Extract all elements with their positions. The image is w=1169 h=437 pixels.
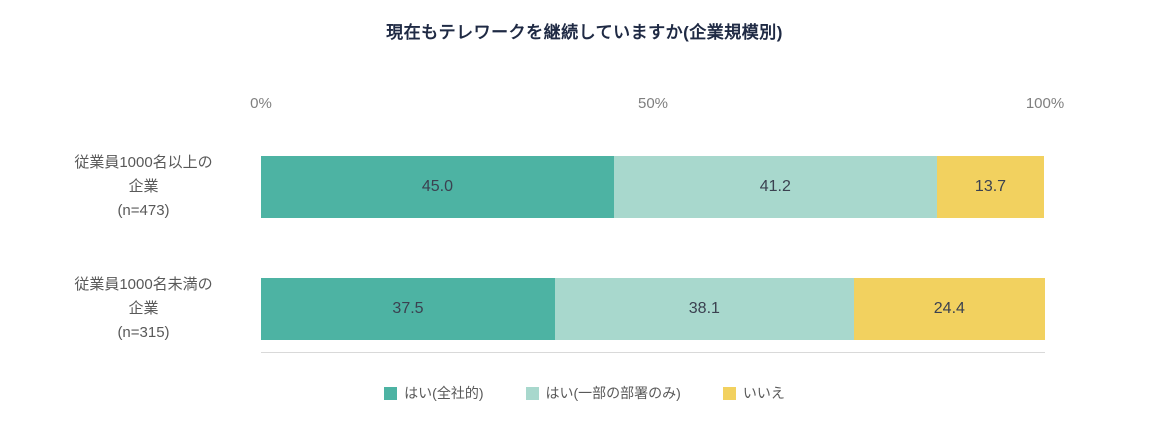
- category-label: 従業員1000名以上の 企業 (n=473): [36, 151, 261, 223]
- bar-segment: 41.2: [613, 156, 937, 218]
- legend: はい(全社的) はい(一部の部署のみ) いいえ: [0, 383, 1169, 403]
- legend-label: はい(一部の部署のみ): [545, 385, 681, 401]
- x-axis: 0% 50% 100%: [36, 95, 1064, 119]
- chart-row: 従業員1000名未満の 企業 (n=315) 37.5 38.1 24.4: [36, 273, 1045, 345]
- bar-rows: 従業員1000名以上の 企業 (n=473) 45.0 41.2 13.7 従業員1000名…: [36, 151, 1045, 345]
- legend-swatch-icon: [525, 386, 539, 400]
- category-label-line: (n=473): [117, 202, 170, 219]
- x-axis-tick-label: 100%: [1025, 95, 1065, 112]
- bar-segment: 37.5: [261, 278, 555, 340]
- bar-segment: 13.7: [936, 156, 1045, 218]
- bar-segment: 24.4: [853, 278, 1045, 340]
- value-label: 24.4: [933, 300, 965, 317]
- chart-area: 0% 50% 100% 従業員1000名以上の 企業 (n=473) 45.0 41.2 13…: [0, 95, 1169, 353]
- x-axis-baseline: [261, 352, 1045, 353]
- legend-item: いいえ: [722, 383, 785, 403]
- legend-item: はい(一部の部署のみ): [525, 383, 681, 403]
- value-label: 45.0: [421, 178, 453, 195]
- stacked-bar: 37.5 38.1 24.4: [261, 278, 1045, 340]
- category-label-line: 企業: [128, 178, 159, 195]
- category-label-line: 企業: [128, 300, 159, 317]
- legend-label: いいえ: [742, 385, 785, 401]
- category-label-line: 従業員1000名未満の: [74, 276, 213, 293]
- value-label: 38.1: [688, 300, 720, 317]
- category-label-line: 従業員1000名以上の: [74, 154, 213, 171]
- value-label: 37.5: [392, 300, 424, 317]
- stacked-bar: 45.0 41.2 13.7: [261, 156, 1045, 218]
- category-label: 従業員1000名未満の 企業 (n=315): [36, 273, 261, 345]
- value-label: 13.7: [974, 178, 1007, 195]
- bar-segment: 38.1: [555, 278, 854, 340]
- legend-item: はい(全社的): [384, 383, 484, 403]
- bar-segment: 45.0: [261, 156, 614, 218]
- legend-swatch-icon: [722, 386, 736, 400]
- x-axis-tick-label: 0%: [250, 95, 272, 112]
- x-axis-ticks: 0% 50% 100%: [250, 95, 1064, 119]
- category-label-line: (n=315): [117, 324, 170, 341]
- chart-row: 従業員1000名以上の 企業 (n=473) 45.0 41.2 13.7: [36, 151, 1045, 223]
- x-axis-tick-label: 50%: [637, 95, 669, 112]
- chart-title: 現在もテレワークを継続していますか(企業規模別): [386, 23, 783, 42]
- axis-label-spacer: [36, 95, 261, 119]
- value-label: 41.2: [759, 178, 791, 195]
- legend-label: はい(全社的): [404, 385, 484, 401]
- legend-swatch-icon: [384, 386, 398, 400]
